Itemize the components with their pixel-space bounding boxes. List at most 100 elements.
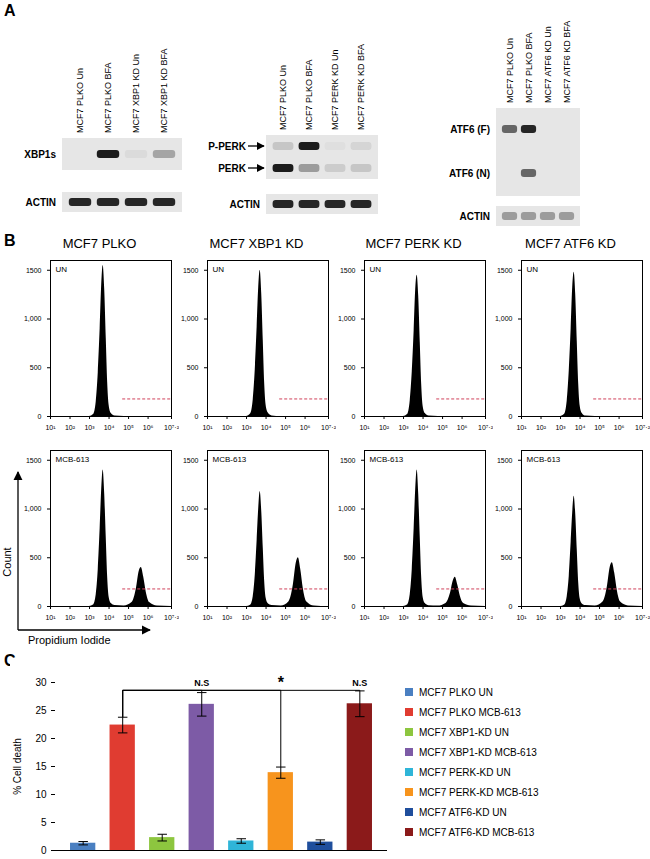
- svg-text:MCF7 PLKO BFA: MCF7 PLKO BFA: [103, 62, 113, 133]
- svg-text:MCB-613: MCB-613: [56, 455, 90, 464]
- svg-text:MCB-613: MCB-613: [370, 455, 404, 464]
- svg-text:10⁴: 10⁴: [104, 424, 115, 431]
- svg-text:10⁵: 10⁵: [123, 424, 134, 431]
- svg-text:10⁵: 10⁵: [594, 424, 605, 431]
- svg-text:MCF7 XBP1 KD BFA: MCF7 XBP1 KD BFA: [159, 48, 169, 133]
- svg-text:1,000: 1,000: [181, 315, 199, 322]
- svg-text:10⁷·²: 10⁷·²: [478, 424, 494, 431]
- svg-text:Count: Count: [1, 547, 13, 576]
- svg-text:MCF7 XBP1 KD Un: MCF7 XBP1 KD Un: [131, 54, 141, 133]
- svg-text:10⁵: 10⁵: [437, 424, 448, 431]
- svg-text:ACTIN: ACTIN: [25, 197, 56, 208]
- svg-text:UN: UN: [56, 265, 68, 274]
- svg-text:% Cell death: % Cell death: [12, 738, 23, 795]
- svg-text:500: 500: [187, 554, 199, 561]
- svg-text:0: 0: [41, 845, 47, 856]
- svg-text:10⁶: 10⁶: [614, 614, 625, 621]
- svg-text:10: 10: [35, 789, 47, 800]
- svg-text:10¹: 10¹: [202, 424, 213, 431]
- svg-text:10⁷·²: 10⁷·²: [164, 424, 180, 431]
- svg-text:10⁴: 10⁴: [418, 614, 429, 621]
- svg-text:10⁶: 10⁶: [457, 424, 468, 431]
- svg-text:10³: 10³: [84, 614, 95, 621]
- svg-text:500: 500: [344, 554, 356, 561]
- svg-text:20: 20: [35, 733, 47, 744]
- svg-text:10⁴: 10⁴: [418, 424, 429, 431]
- svg-text:MCF7 PERK KD Un: MCF7 PERK KD Un: [330, 49, 340, 130]
- svg-text:MCF7 PLKO Un: MCF7 PLKO Un: [505, 38, 515, 103]
- svg-text:MCF7 PERK KD BFA: MCF7 PERK KD BFA: [356, 44, 366, 130]
- svg-text:0: 0: [352, 413, 356, 420]
- svg-text:10²: 10²: [222, 424, 233, 431]
- svg-text:PERK: PERK: [218, 163, 247, 174]
- svg-text:1500: 1500: [340, 456, 356, 463]
- svg-text:10⁶: 10⁶: [300, 614, 311, 621]
- svg-text:UN: UN: [213, 265, 225, 274]
- svg-text:10²: 10²: [222, 614, 233, 621]
- svg-text:10¹: 10¹: [359, 424, 370, 431]
- svg-text:1,000: 1,000: [181, 505, 199, 512]
- svg-text:MCF7 PLKO Un: MCF7 PLKO Un: [278, 65, 288, 130]
- svg-text:10⁶: 10⁶: [143, 424, 154, 431]
- svg-text:10³: 10³: [398, 424, 409, 431]
- svg-text:Propidium Iodide: Propidium Iodide: [28, 634, 111, 646]
- svg-text:0: 0: [195, 603, 199, 610]
- svg-text:10³: 10³: [84, 424, 95, 431]
- svg-text:MCF7 PLKO BFA: MCF7 PLKO BFA: [304, 59, 314, 130]
- svg-text:10⁵: 10⁵: [280, 424, 291, 431]
- svg-text:1,000: 1,000: [24, 505, 42, 512]
- svg-text:ATF6 (F): ATF6 (F): [450, 124, 490, 135]
- svg-text:10⁷·²: 10⁷·²: [478, 614, 494, 621]
- svg-text:10²: 10²: [65, 614, 76, 621]
- svg-text:0: 0: [38, 603, 42, 610]
- svg-text:10⁶: 10⁶: [143, 614, 154, 621]
- svg-text:10²: 10²: [536, 424, 547, 431]
- svg-text:1,000: 1,000: [338, 505, 356, 512]
- svg-text:10⁵: 10⁵: [280, 614, 291, 621]
- svg-text:1,000: 1,000: [24, 315, 42, 322]
- svg-text:15: 15: [35, 761, 47, 772]
- svg-text:10³: 10³: [241, 424, 252, 431]
- svg-text:MCF7 ATF6 KD Un: MCF7 ATF6 KD Un: [543, 26, 553, 103]
- svg-text:10⁷·²: 10⁷·²: [164, 614, 180, 621]
- svg-text:1500: 1500: [183, 266, 199, 273]
- svg-text:500: 500: [30, 554, 42, 561]
- svg-text:10¹: 10¹: [45, 614, 56, 621]
- svg-text:ATF6 (N): ATF6 (N): [449, 168, 490, 179]
- svg-text:MCB-613: MCB-613: [527, 455, 561, 464]
- svg-text:1500: 1500: [26, 456, 42, 463]
- svg-text:N.S: N.S: [352, 678, 367, 688]
- svg-text:1500: 1500: [497, 266, 513, 273]
- svg-text:10⁵: 10⁵: [594, 614, 605, 621]
- svg-text:10⁴: 10⁴: [261, 424, 272, 431]
- svg-text:10⁷·²: 10⁷·²: [635, 424, 650, 431]
- svg-text:0: 0: [509, 413, 513, 420]
- svg-text:10³: 10³: [555, 424, 566, 431]
- svg-text:10¹: 10¹: [45, 424, 56, 431]
- svg-text:0: 0: [509, 603, 513, 610]
- svg-text:A: A: [4, 2, 16, 19]
- svg-text:1500: 1500: [26, 266, 42, 273]
- svg-text:10⁶: 10⁶: [300, 424, 311, 431]
- svg-text:10⁵: 10⁵: [123, 614, 134, 621]
- svg-text:1,000: 1,000: [495, 315, 513, 322]
- svg-text:10⁵: 10⁵: [437, 614, 448, 621]
- svg-text:1,000: 1,000: [338, 315, 356, 322]
- svg-text:1,000: 1,000: [495, 505, 513, 512]
- svg-text:10⁴: 10⁴: [104, 614, 115, 621]
- svg-text:10¹: 10¹: [516, 614, 527, 621]
- svg-text:MCF7 PLKO Un: MCF7 PLKO Un: [75, 68, 85, 133]
- svg-text:P-PERK: P-PERK: [208, 141, 247, 152]
- svg-text:0: 0: [38, 413, 42, 420]
- svg-text:10²: 10²: [65, 424, 76, 431]
- svg-text:5: 5: [41, 817, 47, 828]
- svg-text:10⁷·²: 10⁷·²: [635, 614, 650, 621]
- svg-text:10⁶: 10⁶: [614, 424, 625, 431]
- svg-text:10²: 10²: [379, 424, 390, 431]
- svg-text:30: 30: [35, 677, 47, 688]
- svg-text:ACTIN: ACTIN: [459, 211, 490, 222]
- svg-text:25: 25: [35, 705, 47, 716]
- svg-text:MCF7 PLKO BFA: MCF7 PLKO BFA: [524, 32, 534, 103]
- svg-text:XBP1s: XBP1s: [24, 149, 56, 160]
- svg-text:10⁷·²: 10⁷·²: [321, 424, 337, 431]
